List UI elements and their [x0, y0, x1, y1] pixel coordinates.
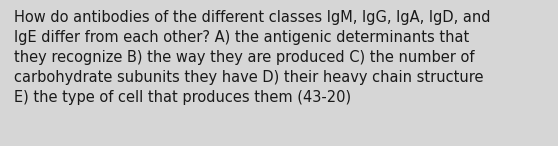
Text: How do antibodies of the different classes IgM, IgG, IgA, IgD, and
IgE differ fr: How do antibodies of the different class… [14, 10, 490, 105]
